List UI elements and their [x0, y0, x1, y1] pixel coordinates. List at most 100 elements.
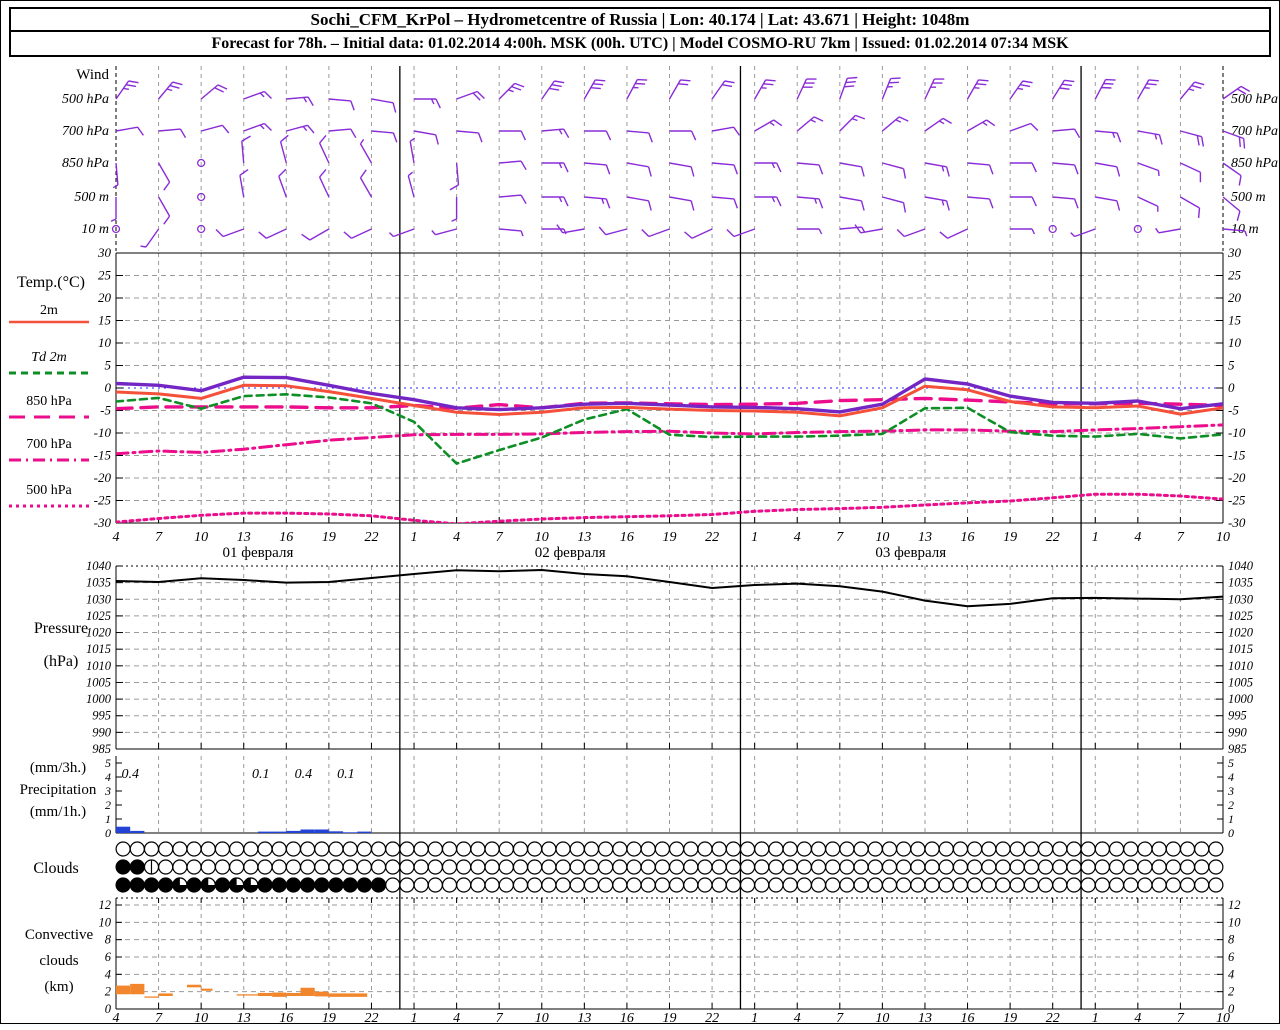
svg-text:7: 7	[496, 530, 504, 545]
svg-text:3: 3	[1227, 784, 1234, 798]
svg-text:850 hPa: 850 hPa	[1231, 156, 1278, 171]
svg-text:10: 10	[875, 1011, 889, 1025]
svg-text:0: 0	[1228, 380, 1235, 395]
axis-labels: Wind 500 hPa 500 hPa 700 hPa 700 hPa 850 hPa 8…	[20, 67, 1278, 1026]
svg-text:985: 985	[92, 742, 111, 756]
svg-text:13: 13	[918, 1011, 932, 1025]
svg-text:Temp.(°C): Temp.(°C)	[17, 274, 85, 291]
svg-text:0.4: 0.4	[295, 767, 313, 782]
svg-text:25: 25	[98, 268, 112, 283]
svg-text:1000: 1000	[86, 692, 112, 706]
svg-text:16: 16	[961, 1011, 975, 1025]
svg-text:19: 19	[663, 530, 677, 545]
svg-text:2m: 2m	[40, 303, 58, 318]
svg-text:1: 1	[1092, 1011, 1099, 1025]
svg-text:16: 16	[620, 1011, 634, 1025]
svg-text:7: 7	[1177, 530, 1185, 545]
svg-text:(hPa): (hPa)	[44, 653, 79, 670]
svg-text:850 hPa: 850 hPa	[26, 394, 72, 409]
wind-panel	[110, 76, 1251, 248]
svg-text:1040: 1040	[1228, 559, 1254, 573]
svg-text:19: 19	[322, 1011, 336, 1025]
svg-text:5: 5	[105, 358, 112, 373]
svg-text:700 hPa: 700 hPa	[62, 124, 109, 139]
svg-text:16: 16	[279, 1011, 293, 1025]
svg-text:995: 995	[92, 709, 111, 723]
svg-text:4: 4	[105, 967, 111, 981]
temp-series-td2m	[116, 392, 1223, 465]
svg-text:2: 2	[1228, 798, 1234, 812]
svg-text:10 m: 10 m	[1231, 222, 1259, 237]
svg-text:1: 1	[105, 812, 111, 826]
svg-text:19: 19	[1003, 530, 1017, 545]
svg-text:700 hPa: 700 hPa	[1231, 124, 1278, 139]
svg-text:22: 22	[1046, 1011, 1060, 1025]
svg-text:22: 22	[364, 1011, 378, 1025]
svg-text:0: 0	[105, 1002, 112, 1016]
svg-text:500 hPa: 500 hPa	[1231, 92, 1278, 107]
svg-text:10: 10	[1216, 530, 1230, 545]
svg-text:20: 20	[98, 290, 112, 305]
svg-text:500 m: 500 m	[74, 190, 109, 205]
svg-text:-15: -15	[94, 448, 112, 463]
svg-text:7: 7	[155, 1011, 163, 1025]
svg-text:-25: -25	[94, 493, 112, 508]
svg-text:4: 4	[113, 1011, 120, 1025]
svg-text:16: 16	[279, 530, 293, 545]
svg-text:1: 1	[1092, 530, 1099, 545]
svg-text:-5: -5	[100, 403, 111, 418]
svg-text:-5: -5	[1228, 403, 1239, 418]
svg-text:-10: -10	[94, 425, 112, 440]
svg-text:4: 4	[113, 530, 120, 545]
svg-text:4: 4	[1134, 1011, 1141, 1025]
svg-text:Convective: Convective	[25, 927, 94, 943]
svg-text:0: 0	[105, 826, 111, 840]
svg-text:1005: 1005	[86, 675, 111, 689]
svg-text:0: 0	[1228, 1002, 1235, 1016]
svg-text:0: 0	[1228, 826, 1234, 840]
svg-text:10: 10	[875, 530, 889, 545]
precipitation-panel: 0.4 0.1 0.4 0.1	[116, 767, 372, 833]
svg-text:4: 4	[453, 1011, 460, 1025]
svg-text:7: 7	[155, 530, 163, 545]
svg-text:4: 4	[105, 770, 111, 784]
temp-series-t2m	[116, 383, 1223, 418]
svg-text:16: 16	[620, 530, 634, 545]
pressure-panel	[115, 569, 1224, 608]
header-title-row: Sochi_CFM_KrPol – Hydrometcentre of Russ…	[9, 7, 1271, 32]
svg-text:4: 4	[1134, 530, 1141, 545]
svg-text:7: 7	[836, 1011, 844, 1025]
svg-text:6: 6	[1228, 950, 1235, 964]
svg-text:13: 13	[237, 530, 251, 545]
svg-text:13: 13	[237, 1011, 251, 1025]
svg-text:1025: 1025	[86, 609, 111, 623]
svg-text:1010: 1010	[86, 659, 112, 673]
svg-text:995: 995	[1228, 709, 1247, 723]
grid-lines	[116, 66, 1223, 1009]
svg-text:10: 10	[1228, 915, 1241, 929]
svg-text:(km): (km)	[44, 979, 73, 995]
svg-text:(mm/3h.): (mm/3h.)	[30, 760, 86, 776]
svg-text:19: 19	[663, 1011, 677, 1025]
svg-text:0.1: 0.1	[252, 767, 270, 782]
svg-text:1: 1	[411, 1011, 418, 1025]
svg-text:12: 12	[99, 898, 112, 912]
svg-text:1: 1	[751, 530, 758, 545]
convective-panel	[116, 983, 368, 998]
temp-series-t700	[116, 423, 1223, 456]
svg-text:20: 20	[1228, 290, 1242, 305]
svg-text:990: 990	[92, 725, 112, 739]
svg-text:10: 10	[1216, 1011, 1230, 1025]
svg-text:10: 10	[535, 530, 549, 545]
axis-ticks	[115, 252, 1224, 1010]
svg-text:22: 22	[1046, 530, 1060, 545]
svg-text:30: 30	[1227, 245, 1242, 260]
svg-text:10 m: 10 m	[81, 222, 109, 237]
svg-text:1020: 1020	[1228, 626, 1254, 640]
svg-text:10: 10	[99, 915, 112, 929]
svg-text:Precipitation: Precipitation	[20, 782, 97, 798]
svg-text:1030: 1030	[86, 592, 112, 606]
svg-text:2: 2	[105, 798, 111, 812]
